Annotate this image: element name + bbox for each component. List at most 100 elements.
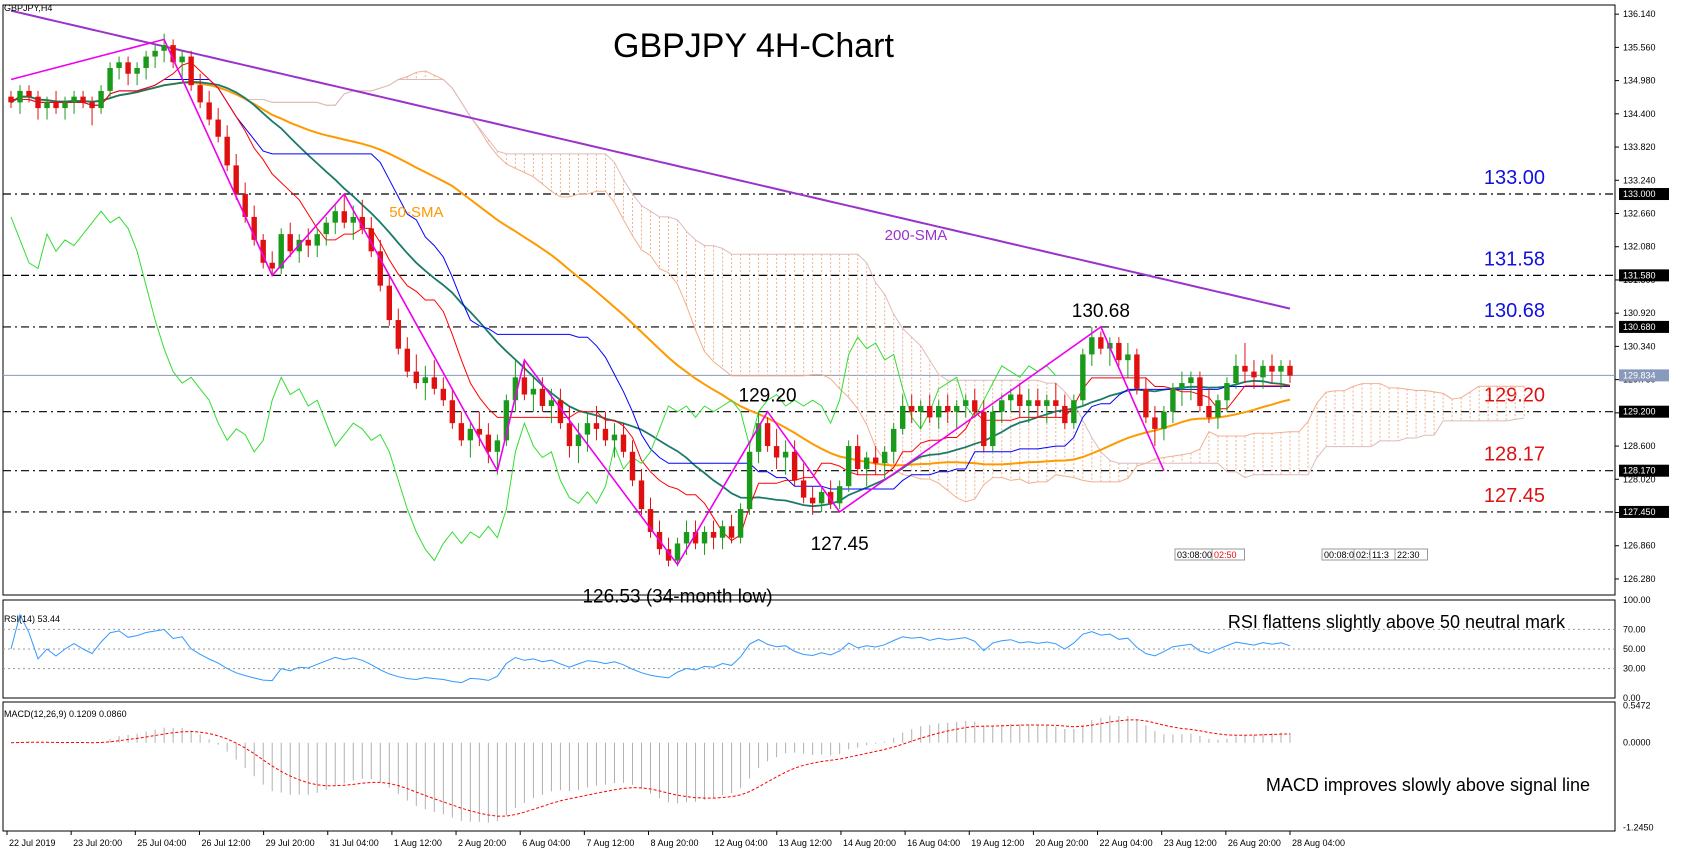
candle-body: [8, 96, 14, 103]
candle-body: [782, 451, 789, 458]
candle-body: [422, 377, 429, 384]
y-tick-label: 132.080: [1623, 242, 1656, 252]
candle-body: [530, 388, 537, 395]
x-tick-label: 26 Jul 12:00: [201, 838, 250, 848]
axis-price-tag: [1619, 464, 1669, 477]
candle-body: [260, 239, 266, 263]
candle-body: [170, 45, 176, 63]
candle-body: [440, 388, 447, 401]
candle-body: [936, 405, 942, 418]
candle-body: [287, 234, 293, 252]
macd-tick-label: 0.5472: [1623, 701, 1651, 711]
candle-body: [881, 451, 888, 464]
y-tick-label: 128.600: [1623, 441, 1656, 451]
candle-body: [602, 428, 609, 441]
axis-price-tag: [1619, 405, 1669, 418]
candle-body: [927, 405, 933, 418]
candle-body: [683, 531, 690, 544]
y-tick-label: 133.820: [1623, 142, 1656, 152]
candle-body: [152, 50, 158, 57]
candle-body: [674, 543, 681, 561]
macd-tick-label: 0.0000: [1623, 738, 1651, 748]
rsi-tick-label: 30.00: [1623, 664, 1646, 674]
rsi-caption: RSI flattens slightly above 50 neutral m…: [1228, 612, 1566, 632]
candle-body: [188, 56, 194, 86]
current-price-tag: [1619, 369, 1669, 382]
price-panel-frame: [2, 4, 1616, 596]
axis-price-tag-label: 128.170: [1623, 466, 1656, 476]
candle-body: [1179, 383, 1185, 389]
candle-body: [638, 480, 645, 510]
session-box-label: 02:5: [1356, 550, 1374, 560]
macd-panel: 0.5472 0.0000 -1.2450: [2, 701, 1654, 832]
candle-body: [1053, 400, 1059, 406]
candle-body: [485, 434, 492, 452]
candle-body: [1242, 365, 1248, 372]
candle-body: [836, 486, 843, 504]
candle-body: [620, 434, 627, 452]
candle-body: [449, 400, 456, 424]
candle-body: [990, 411, 996, 447]
candle-body: [35, 96, 41, 109]
candle-body: [269, 262, 275, 269]
macd-panel-frame: [2, 701, 1616, 832]
session-box-label: 03:08:00: [1177, 550, 1212, 560]
candle-body: [1098, 337, 1104, 349]
candle-body: [125, 62, 131, 74]
candle-body: [593, 423, 600, 429]
candle-body: [206, 102, 212, 120]
x-tick-label: 14 Aug 20:00: [843, 838, 896, 848]
y-tick-label: 128.020: [1623, 474, 1656, 484]
axis-price-tag: [1619, 269, 1669, 282]
x-tick-label: 13 Aug 12:00: [779, 838, 832, 848]
time-axis: 22 Jul 2019 23 Jul 20:00 25 Jul 04:00 26 Ju…: [6, 831, 1345, 848]
level-label: 129.20: [1484, 385, 1545, 407]
candle-body: [395, 320, 402, 349]
candle-body: [26, 90, 32, 97]
candle-body: [233, 165, 239, 195]
candle-body: [890, 428, 897, 452]
candle-body: [764, 423, 771, 447]
x-tick-label: 7 Aug 12:00: [586, 838, 634, 848]
candle-body: [1215, 400, 1221, 418]
candle-body: [332, 211, 338, 223]
candle-body: [818, 491, 825, 504]
rsi-tick-label: 50.00: [1623, 644, 1646, 654]
candle-body: [854, 446, 861, 469]
x-tick-label: 25 Jul 04:00: [137, 838, 186, 848]
x-tick-label: 20 Aug 20:00: [1035, 838, 1088, 848]
candle-body: [1170, 388, 1176, 412]
y-tick-label: 130.340: [1623, 341, 1656, 351]
symbol-label: GBPJPY,H4: [4, 3, 52, 13]
sma-200-label: 200-SMA: [885, 227, 948, 244]
candle-body: [972, 400, 978, 412]
y-tick-label: 133.240: [1623, 175, 1656, 185]
candle-body: [1062, 405, 1068, 424]
rsi-panel: 100.00 70.00 50.00 30.00 0.00: [2, 595, 1651, 703]
candle-body: [458, 423, 465, 441]
candle-body: [899, 405, 906, 429]
axis-price-tag: [1619, 505, 1669, 518]
rsi-label: RSI(14) 53.44: [4, 614, 60, 624]
macd-tick-label: -1.2450: [1623, 822, 1654, 832]
candle-body: [1071, 400, 1077, 424]
candle-body: [1206, 405, 1212, 418]
session-box-label: 00:08:00: [1324, 550, 1359, 560]
candle-body: [1116, 342, 1122, 361]
candle-body: [665, 549, 672, 561]
y-tick-label: 126.860: [1623, 541, 1656, 551]
session-box: [1211, 548, 1245, 561]
session-box-label: 11:3: [1372, 550, 1389, 560]
x-tick-label: 1 Aug 12:00: [394, 838, 442, 848]
candle-body: [386, 285, 392, 321]
axis-price-tag: [1619, 320, 1669, 333]
sma-50-line: [10, 81, 1291, 467]
candle-body: [1089, 337, 1095, 355]
y-tick-label: 126.280: [1623, 574, 1656, 584]
candle-body: [1008, 394, 1014, 401]
macd-signal-line: [10, 719, 1291, 817]
candle-body: [755, 423, 762, 452]
candle-body: [143, 56, 149, 69]
candle-body: [431, 377, 438, 389]
candle-body: [503, 400, 510, 441]
